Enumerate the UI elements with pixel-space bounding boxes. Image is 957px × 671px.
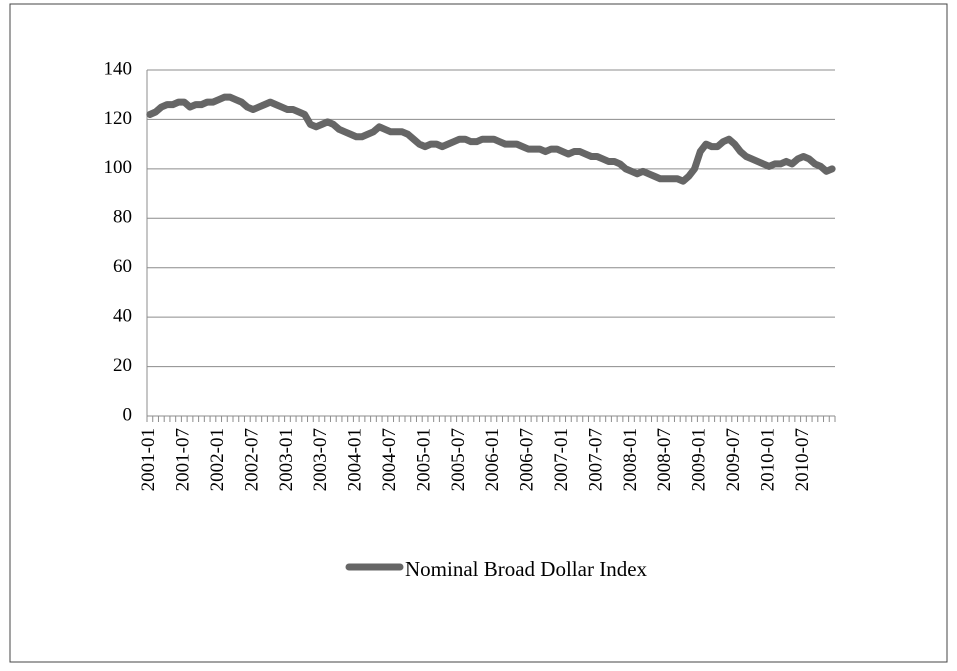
x-tick-label: 2010-01: [757, 428, 778, 491]
series-line: [146, 93, 836, 185]
x-tick-label: 2007-07: [585, 428, 606, 491]
x-tick-label: 2001-07: [173, 428, 194, 491]
x-tick-label: 2006-07: [517, 428, 538, 491]
chart-frame: [9, 3, 948, 663]
x-tick-label: 2008-01: [620, 428, 641, 491]
x-tick-label: 2009-01: [689, 428, 710, 491]
x-tick-label: 2004-07: [379, 428, 400, 491]
x-tick-label: 2002-01: [207, 428, 228, 491]
y-tick-label: 40: [113, 306, 132, 327]
y-tick-label: 120: [104, 108, 133, 129]
y-tick-label: 140: [104, 58, 133, 79]
y-tick-label: 100: [104, 157, 133, 178]
y-tick-label: 60: [113, 256, 132, 277]
y-tick-label: 0: [123, 404, 133, 425]
x-tick-label: 2007-01: [551, 428, 572, 491]
legend-label: Nominal Broad Dollar Index: [405, 557, 648, 581]
x-tick-label: 2005-07: [448, 428, 469, 491]
x-tick-label: 2002-07: [241, 428, 262, 491]
y-tick-label: 20: [113, 355, 132, 376]
x-tick-label: 2003-07: [310, 428, 331, 491]
x-tick-label: 2010-07: [792, 428, 813, 491]
x-tick-label: 2009-07: [723, 428, 744, 491]
x-tick-label: 2008-07: [654, 428, 675, 491]
x-tick-label: 2004-01: [345, 428, 366, 491]
x-tick-label: 2003-01: [276, 428, 297, 491]
y-tick-label: 80: [113, 207, 132, 228]
x-tick-label: 2005-01: [413, 428, 434, 491]
x-tick-label: 2006-01: [482, 428, 503, 491]
x-tick-label: 2001-01: [138, 428, 159, 491]
